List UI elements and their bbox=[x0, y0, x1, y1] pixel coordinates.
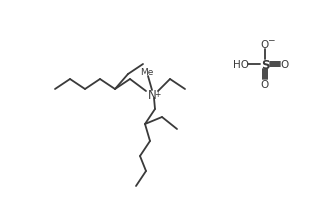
Text: O: O bbox=[281, 60, 289, 70]
Text: S: S bbox=[261, 58, 269, 71]
Text: O: O bbox=[261, 80, 269, 89]
Text: +: + bbox=[154, 89, 160, 99]
Text: O: O bbox=[261, 40, 269, 50]
Text: N: N bbox=[148, 88, 156, 101]
Text: Me: Me bbox=[140, 67, 154, 76]
Text: HO: HO bbox=[233, 60, 249, 70]
Text: −: − bbox=[267, 35, 275, 44]
